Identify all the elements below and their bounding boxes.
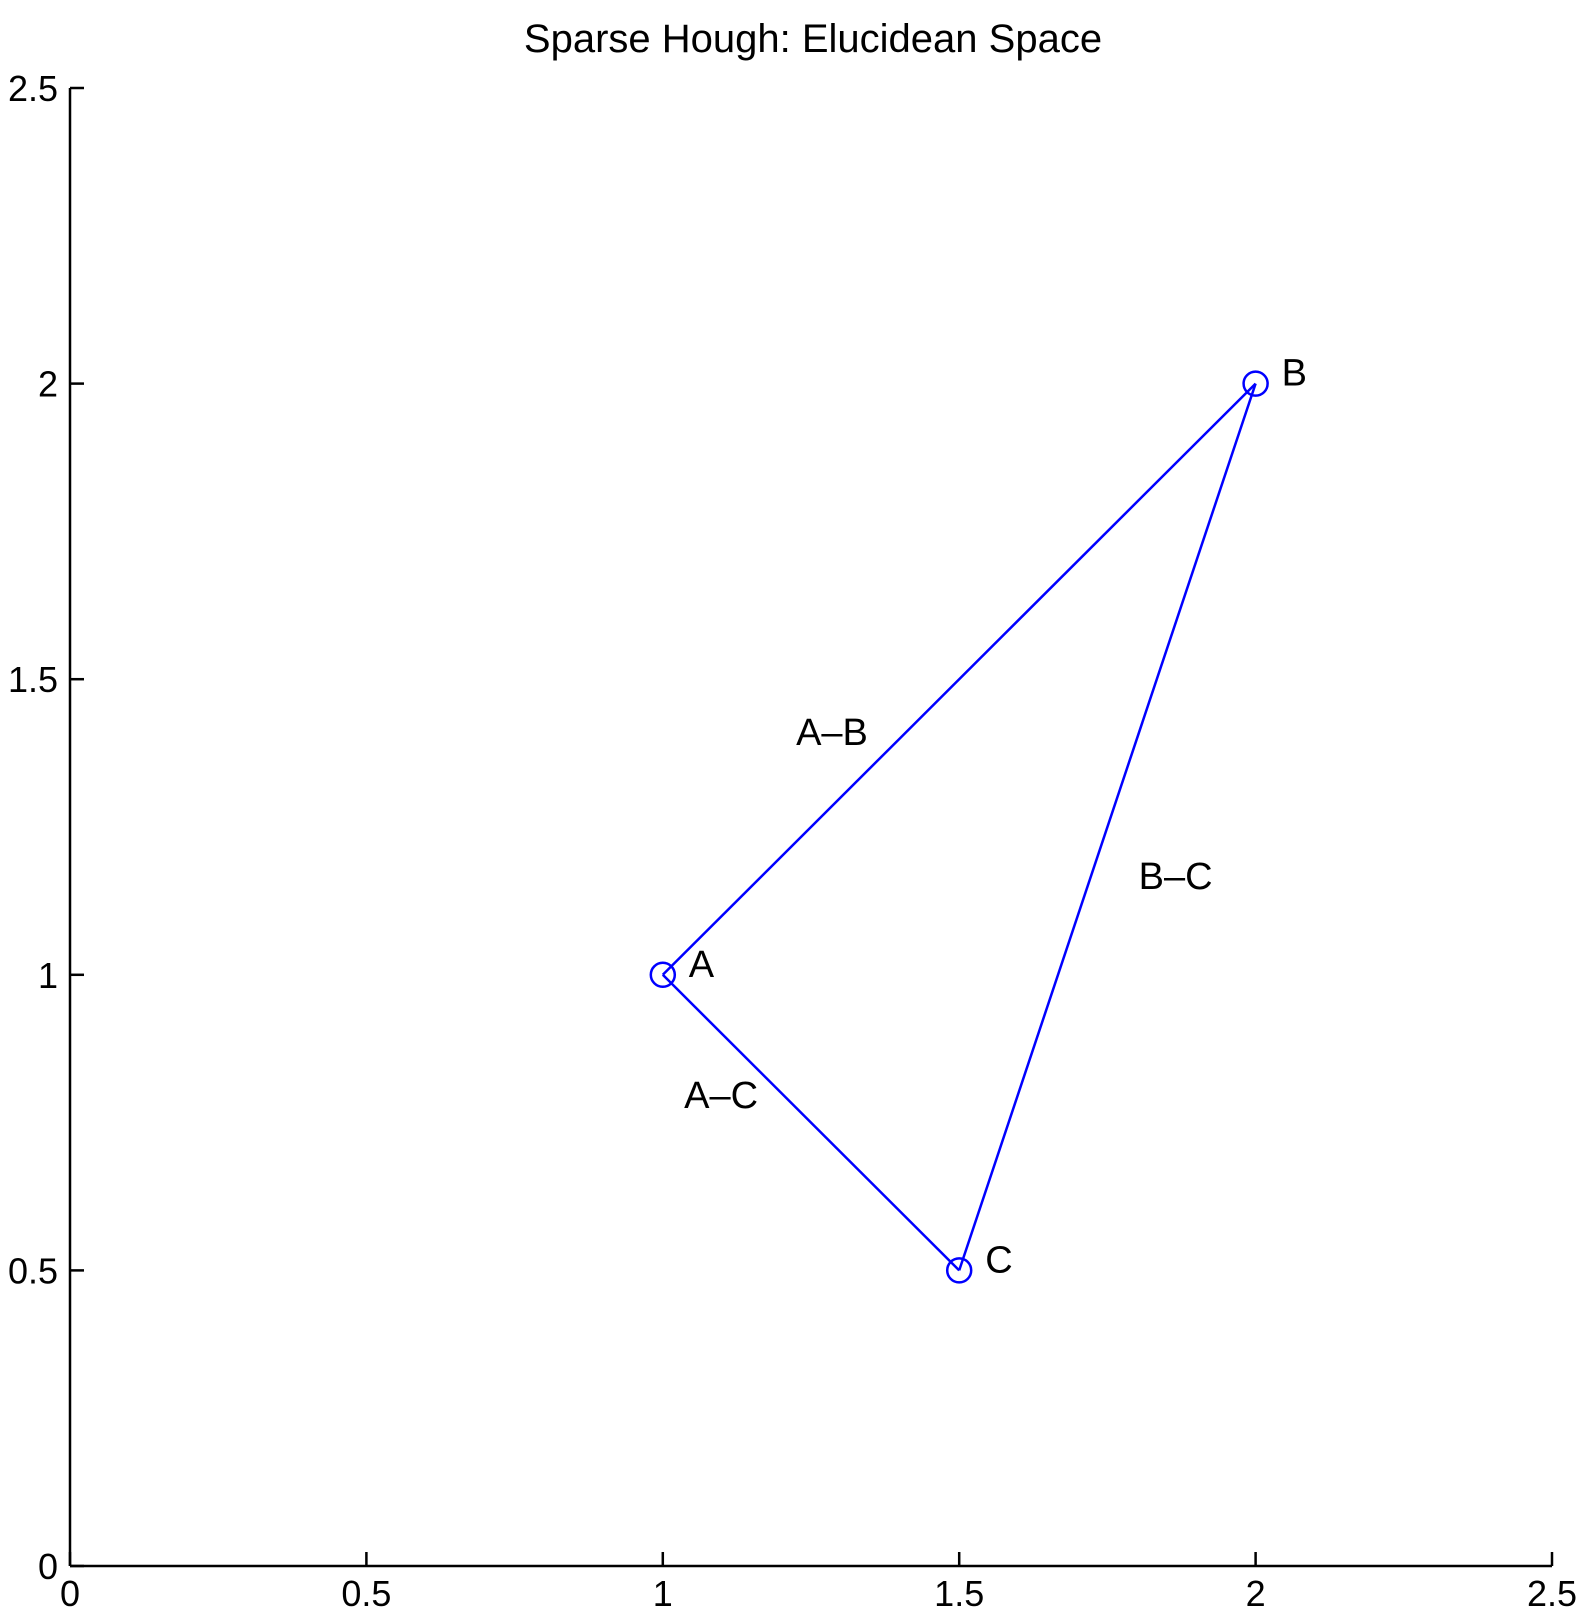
points — [649, 370, 1269, 1284]
axes: 0 0.5 1 1.5 2 2.5 0 0.5 1 1.5 2 2.5 — [8, 68, 1577, 1613]
y-tick-label: 2.5 — [8, 68, 58, 109]
point-marker-c — [945, 1257, 973, 1284]
point-label-c: C — [985, 1239, 1012, 1281]
point-marker-b — [1242, 370, 1269, 397]
x-tick-label: 1.5 — [934, 1573, 984, 1613]
segment-label-b-c: B–C — [1139, 856, 1213, 898]
segment-b-c — [958, 383, 1257, 1271]
x-tick-label: 0.5 — [341, 1573, 391, 1613]
segment-a-c — [661, 973, 961, 1272]
point-marker-a — [649, 961, 677, 989]
y-tick-label: 2 — [38, 364, 58, 405]
segments — [661, 382, 1257, 1272]
x-tick-label: 2.5 — [1527, 1573, 1577, 1613]
segment-label-a-b: A–B — [796, 712, 868, 754]
y-tick-label: 1.5 — [8, 659, 58, 700]
segment-a-b — [661, 382, 1257, 976]
x-tick-label: 1 — [653, 1573, 673, 1613]
y-tick-label: 0.5 — [8, 1250, 58, 1291]
point-label-b: B — [1282, 353, 1307, 395]
y-tick-label: 1 — [38, 955, 58, 996]
x-tick-label: 0 — [60, 1573, 80, 1613]
x-tick-label: 2 — [1246, 1573, 1266, 1613]
point-label-a: A — [689, 944, 715, 986]
y-tick-label: 0 — [38, 1546, 58, 1587]
labels: A B C A–B B–C A–C — [684, 353, 1307, 1282]
chart-title: Sparse Hough: Elucidean Space — [524, 17, 1102, 61]
segment-label-a-c: A–C — [684, 1075, 758, 1117]
